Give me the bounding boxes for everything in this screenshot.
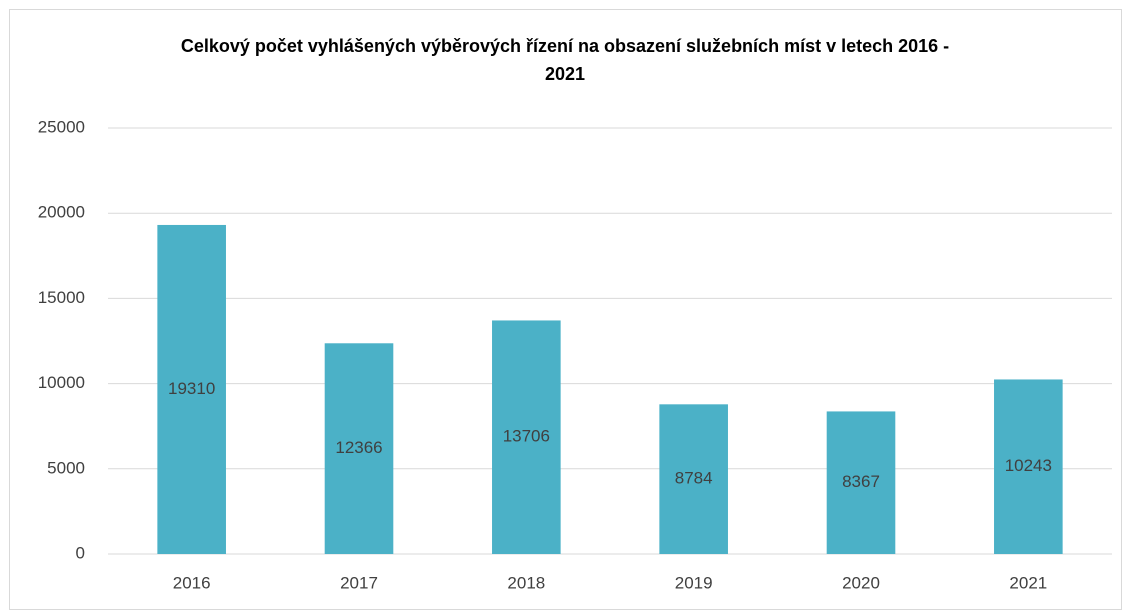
value-label: 19310	[168, 379, 215, 398]
bar	[324, 343, 394, 554]
bar	[659, 404, 728, 554]
y-tick-label: 15000	[38, 288, 85, 307]
x-tick-label: 2021	[1009, 573, 1047, 592]
y-tick-label: 5000	[47, 458, 85, 477]
y-tick-label: 10000	[38, 373, 85, 392]
value-label: 13706	[503, 427, 550, 446]
bar	[826, 411, 896, 554]
value-label: 12366	[335, 438, 382, 457]
chart-title: Celkový počet vyhlášených výběrových říz…	[180, 36, 950, 84]
y-tick-label: 20000	[38, 203, 85, 222]
value-label: 8367	[842, 472, 880, 491]
y-tick-label: 0	[76, 543, 85, 562]
bar	[492, 320, 561, 554]
x-tick-label: 2020	[842, 573, 880, 592]
y-tick-label: 25000	[38, 117, 85, 136]
value-label: 8784	[675, 469, 713, 488]
value-label: 10243	[1005, 456, 1052, 475]
bar	[994, 379, 1063, 554]
bar	[157, 224, 226, 555]
x-tick-label: 2018	[507, 573, 545, 592]
x-tick-label: 2017	[340, 573, 378, 592]
x-tick-label: 2019	[675, 573, 713, 592]
x-tick-label: 2016	[173, 573, 211, 592]
